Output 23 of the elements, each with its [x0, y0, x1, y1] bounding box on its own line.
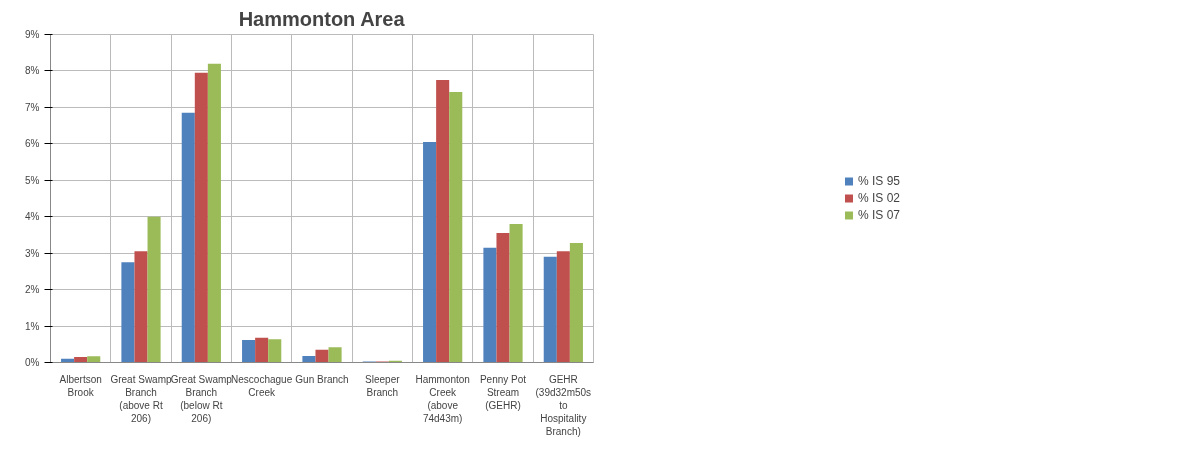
y-tick-label: 5%: [25, 174, 40, 186]
legend-label: % IS 02: [857, 191, 901, 205]
x-tick-label: Albertson Brook: [59, 373, 102, 398]
x-tick-label: Hammonton Creek (above 74d43m): [415, 373, 470, 425]
y-tick-label: 4%: [25, 211, 40, 223]
x-tick-label: GEHR (39d32m50s to Hospitality Branch): [535, 373, 592, 438]
y-tick-label: 6%: [25, 138, 40, 150]
y-tick-label: 9%: [25, 29, 40, 40]
x-tick-label: Great Swamp Branch (below Rt 206): [170, 373, 233, 425]
y-tick-label: 0%: [25, 357, 40, 368]
x-tick-label: Penny Pot Stream (GEHR): [479, 373, 527, 411]
x-tick-label: Sleeper Branch: [365, 373, 401, 398]
x-tick-label: Great Swamp Branch (above Rt 206): [110, 373, 172, 425]
chart-title: Hammonton Area: [238, 7, 406, 30]
y-tick-label: 7%: [25, 101, 40, 113]
y-tick-label: 8%: [25, 65, 40, 77]
x-tick-label: Gun Branch: [295, 373, 349, 385]
y-tick-label: 1%: [25, 320, 40, 332]
y-tick-label: 2%: [25, 284, 40, 296]
y-tick-label: 3%: [25, 247, 40, 259]
legend-label: % IS 07: [857, 208, 901, 222]
x-tick-label: Nescochague Creek: [231, 373, 293, 398]
legend-label: % IS 95: [857, 174, 901, 188]
